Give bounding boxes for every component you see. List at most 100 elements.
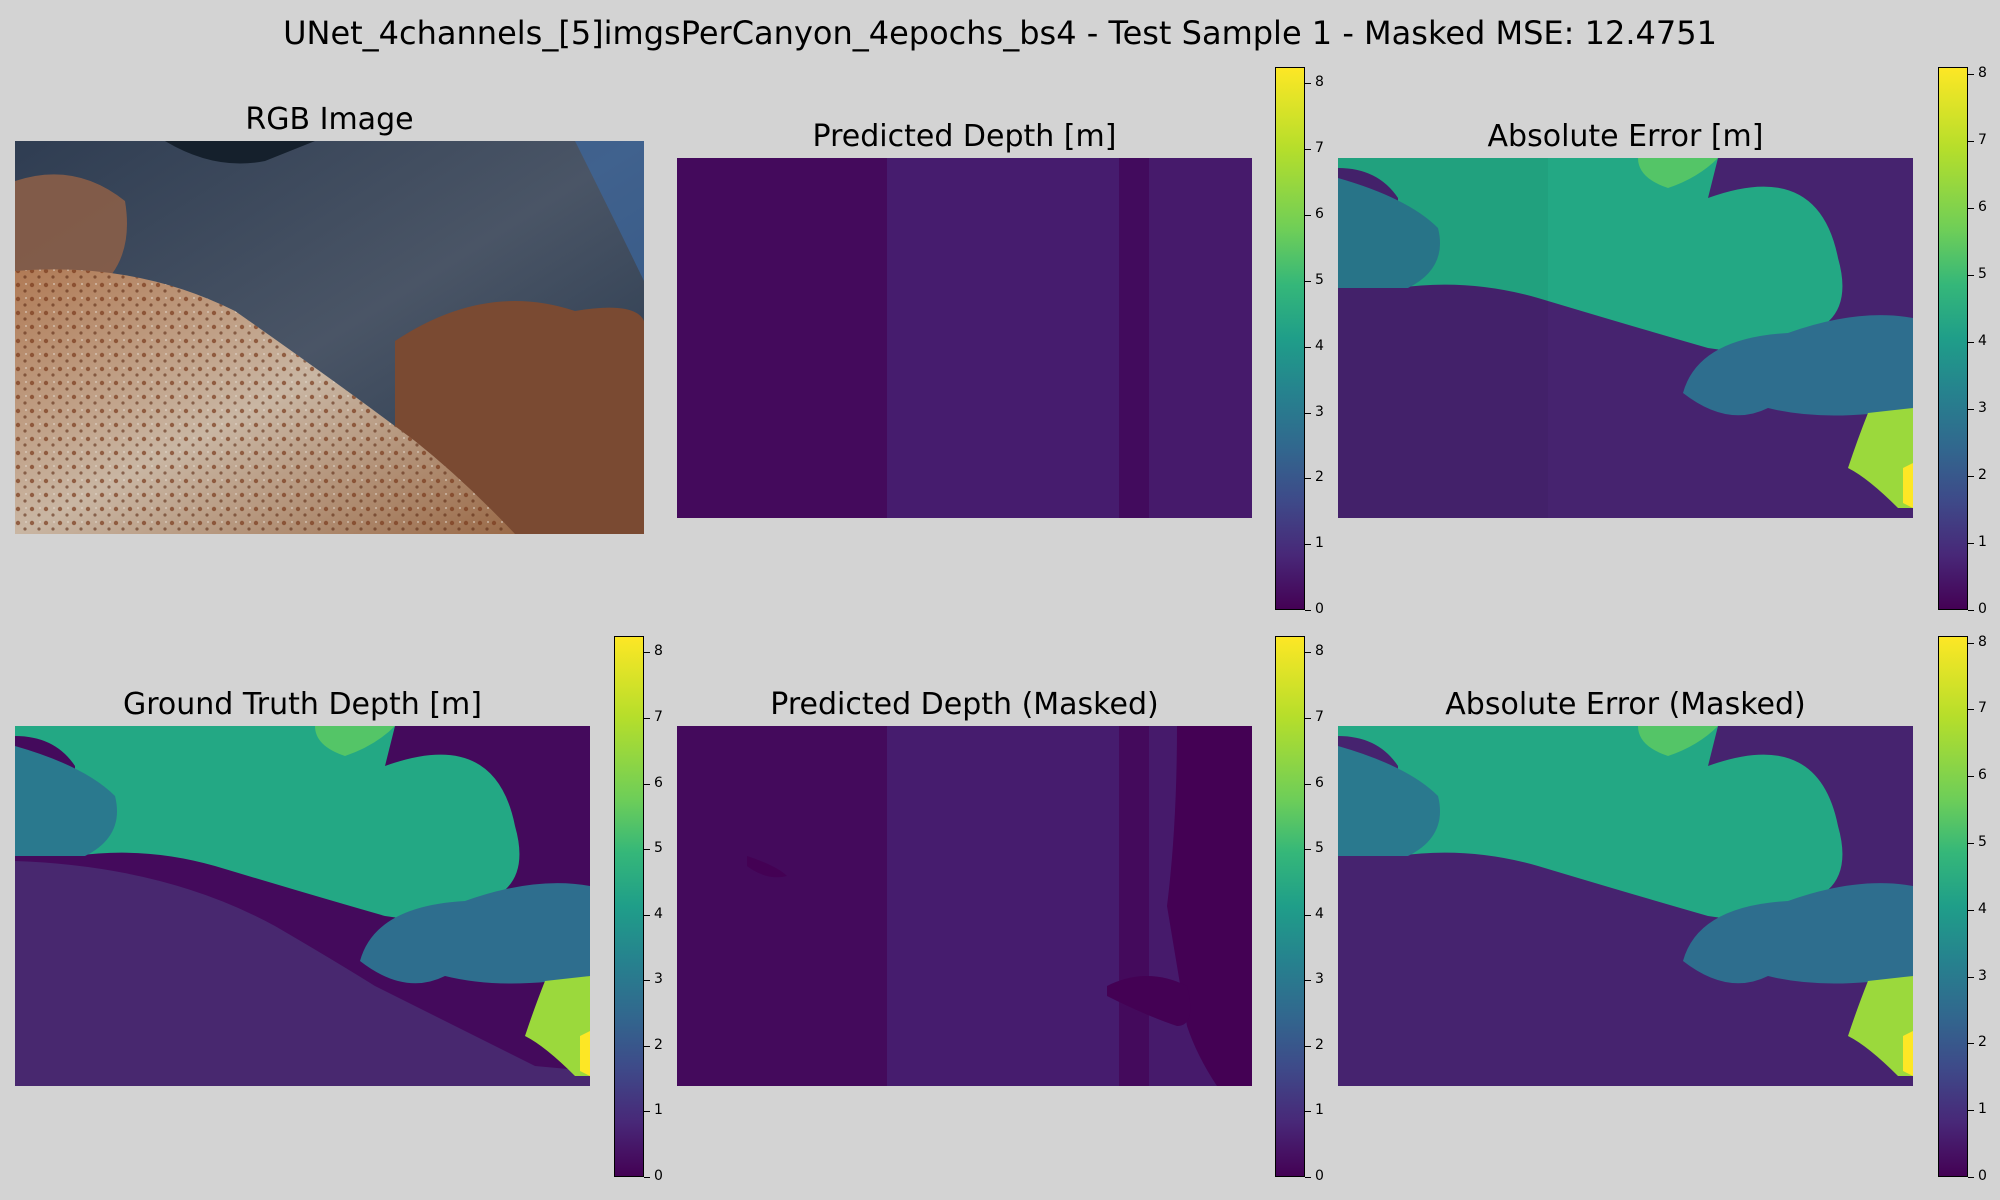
colorbar-tick [1305, 478, 1311, 479]
ground-truth-colorbar [614, 636, 644, 1177]
colorbar-tick-label: 0 [1978, 1168, 1987, 1184]
colorbar-tick [1968, 409, 1974, 410]
colorbar-tick [1305, 1177, 1311, 1178]
colorbar-tick [644, 1046, 650, 1047]
colorbar-tick [1305, 83, 1311, 84]
colorbar-tick-label: 0 [1978, 601, 1987, 617]
colorbar-tick-label: 7 [1315, 140, 1324, 156]
colorbar-tick [1305, 149, 1311, 150]
colorbar-tick-label: 4 [1978, 333, 1987, 349]
absolute-error-masked-heatmap [1338, 726, 1913, 1086]
colorbar-tick [1968, 709, 1974, 710]
colorbar-tick [1968, 275, 1974, 276]
absolute-error-masked-colorbar [1938, 636, 1968, 1177]
colorbar-tick-label: 5 [1978, 834, 1987, 850]
colorbar-tick-label: 1 [1315, 1102, 1324, 1118]
colorbar-tick-label: 0 [1315, 601, 1324, 617]
figure-suptitle: UNet_4channels_[5]imgsPerCanyon_4epochs_… [283, 14, 1717, 52]
colorbar-tick-label: 7 [654, 709, 663, 725]
colorbar-tick [1305, 1046, 1311, 1047]
colorbar-tick [1305, 718, 1311, 719]
colorbar-tick [644, 652, 650, 653]
colorbar-tick [1968, 543, 1974, 544]
colorbar-tick-label: 3 [1315, 971, 1324, 987]
colorbar-tick-label: 5 [1315, 272, 1324, 288]
colorbar-tick-label: 8 [1978, 65, 1987, 81]
colorbar-tick [1305, 652, 1311, 653]
colorbar-tick [1968, 476, 1974, 477]
colorbar-tick [1968, 141, 1974, 142]
colorbar-tick [644, 718, 650, 719]
colorbar-tick [1968, 1043, 1974, 1044]
colorbar-tick-label: 6 [1978, 767, 1987, 783]
colorbar-tick-label: 0 [1315, 1168, 1324, 1184]
colorbar-tick [1305, 347, 1311, 348]
colorbar-tick [1305, 610, 1311, 611]
colorbar-tick-label: 7 [1978, 700, 1987, 716]
colorbar-tick [1968, 1110, 1974, 1111]
colorbar-tick-label: 6 [1315, 775, 1324, 791]
predicted-depth-masked-heatmap [677, 726, 1252, 1086]
colorbar-tick-label: 4 [1978, 901, 1987, 917]
rgb-image-title: RGB Image [245, 102, 414, 137]
colorbar-tick [1305, 784, 1311, 785]
colorbar-tick-label: 6 [654, 775, 663, 791]
colorbar-tick-label: 6 [1315, 206, 1324, 222]
colorbar-tick-label: 1 [1315, 535, 1324, 551]
colorbar-tick-label: 8 [1315, 74, 1324, 90]
colorbar-tick [1968, 776, 1974, 777]
colorbar-tick [1968, 342, 1974, 343]
colorbar-tick-label: 4 [1315, 338, 1324, 354]
colorbar-tick [644, 784, 650, 785]
colorbar-tick [644, 980, 650, 981]
predicted-depth-colorbar [1275, 67, 1305, 610]
colorbar-tick [1968, 910, 1974, 911]
colorbar-tick-label: 3 [1978, 400, 1987, 416]
colorbar-tick-label: 3 [1315, 404, 1324, 420]
colorbar-tick [1305, 915, 1311, 916]
absolute-error-heatmap [1338, 158, 1913, 518]
colorbar-tick-label: 5 [1315, 840, 1324, 856]
colorbar-tick [1968, 74, 1974, 75]
colorbar-tick-label: 3 [654, 971, 663, 987]
colorbar-tick-label: 5 [1978, 266, 1987, 282]
colorbar-tick-label: 6 [1978, 199, 1987, 215]
absolute-error-colorbar [1938, 67, 1968, 610]
colorbar-tick-label: 7 [1978, 132, 1987, 148]
colorbar-tick-label: 2 [1315, 1037, 1324, 1053]
colorbar-tick [1305, 849, 1311, 850]
colorbar-tick [1305, 1111, 1311, 1112]
colorbar-tick-label: 1 [1978, 1101, 1987, 1117]
colorbar-tick-label: 1 [1978, 534, 1987, 550]
colorbar-tick-label: 1 [654, 1102, 663, 1118]
colorbar-tick-label: 3 [1978, 968, 1987, 984]
colorbar-tick-label: 2 [1978, 467, 1987, 483]
colorbar-tick-label: 0 [654, 1168, 663, 1184]
colorbar-tick-label: 4 [1315, 906, 1324, 922]
colorbar-tick [1305, 281, 1311, 282]
colorbar-tick-label: 8 [1978, 634, 1987, 650]
colorbar-tick-label: 2 [1978, 1034, 1987, 1050]
ground-truth-depth-heatmap [15, 726, 590, 1086]
colorbar-tick [644, 1177, 650, 1178]
colorbar-tick [1305, 980, 1311, 981]
ground-truth-depth-title: Ground Truth Depth [m] [122, 687, 482, 722]
absolute-error-title: Absolute Error [m] [1487, 119, 1764, 154]
colorbar-tick-label: 8 [1315, 643, 1324, 659]
predicted-depth-heatmap [677, 158, 1252, 518]
colorbar-tick [1968, 643, 1974, 644]
rgb-image [15, 141, 644, 534]
colorbar-tick-label: 7 [1315, 709, 1324, 725]
colorbar-tick-label: 8 [654, 643, 663, 659]
predicted-depth-masked-title: Predicted Depth (Masked) [770, 687, 1159, 722]
colorbar-tick [644, 1111, 650, 1112]
colorbar-tick-label: 2 [654, 1037, 663, 1053]
predicted-depth-title: Predicted Depth [m] [812, 119, 1117, 154]
colorbar-tick [1968, 1177, 1974, 1178]
colorbar-tick [1305, 215, 1311, 216]
colorbar-tick [1305, 544, 1311, 545]
colorbar-tick [1968, 610, 1974, 611]
colorbar-tick [644, 849, 650, 850]
colorbar-tick [1968, 977, 1974, 978]
colorbar-tick [644, 915, 650, 916]
